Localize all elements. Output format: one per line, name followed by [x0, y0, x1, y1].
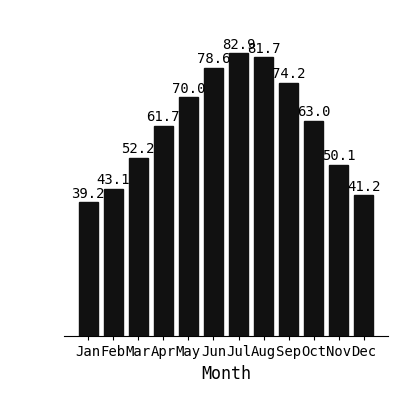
- Text: 50.1: 50.1: [322, 150, 356, 164]
- Bar: [179, 97, 198, 336]
- Text: 39.2: 39.2: [71, 187, 105, 201]
- Text: 78.6: 78.6: [197, 52, 230, 66]
- Bar: [254, 57, 273, 336]
- Text: 41.2: 41.2: [347, 180, 381, 194]
- Bar: [304, 121, 323, 336]
- Bar: [129, 158, 148, 336]
- Bar: [229, 53, 248, 336]
- Text: 82.9: 82.9: [222, 38, 255, 52]
- Bar: [279, 83, 298, 336]
- Bar: [104, 189, 122, 336]
- Text: 63.0: 63.0: [297, 106, 330, 120]
- Bar: [154, 126, 173, 336]
- Text: 81.7: 81.7: [247, 42, 280, 56]
- Text: 43.1: 43.1: [96, 173, 130, 187]
- Text: 52.2: 52.2: [122, 142, 155, 156]
- Text: 70.0: 70.0: [172, 82, 205, 96]
- Text: 61.7: 61.7: [146, 110, 180, 124]
- Text: 74.2: 74.2: [272, 67, 306, 81]
- Bar: [204, 68, 223, 336]
- Bar: [79, 202, 98, 336]
- X-axis label: Month: Month: [201, 364, 251, 382]
- Bar: [330, 165, 348, 336]
- Bar: [354, 196, 373, 336]
